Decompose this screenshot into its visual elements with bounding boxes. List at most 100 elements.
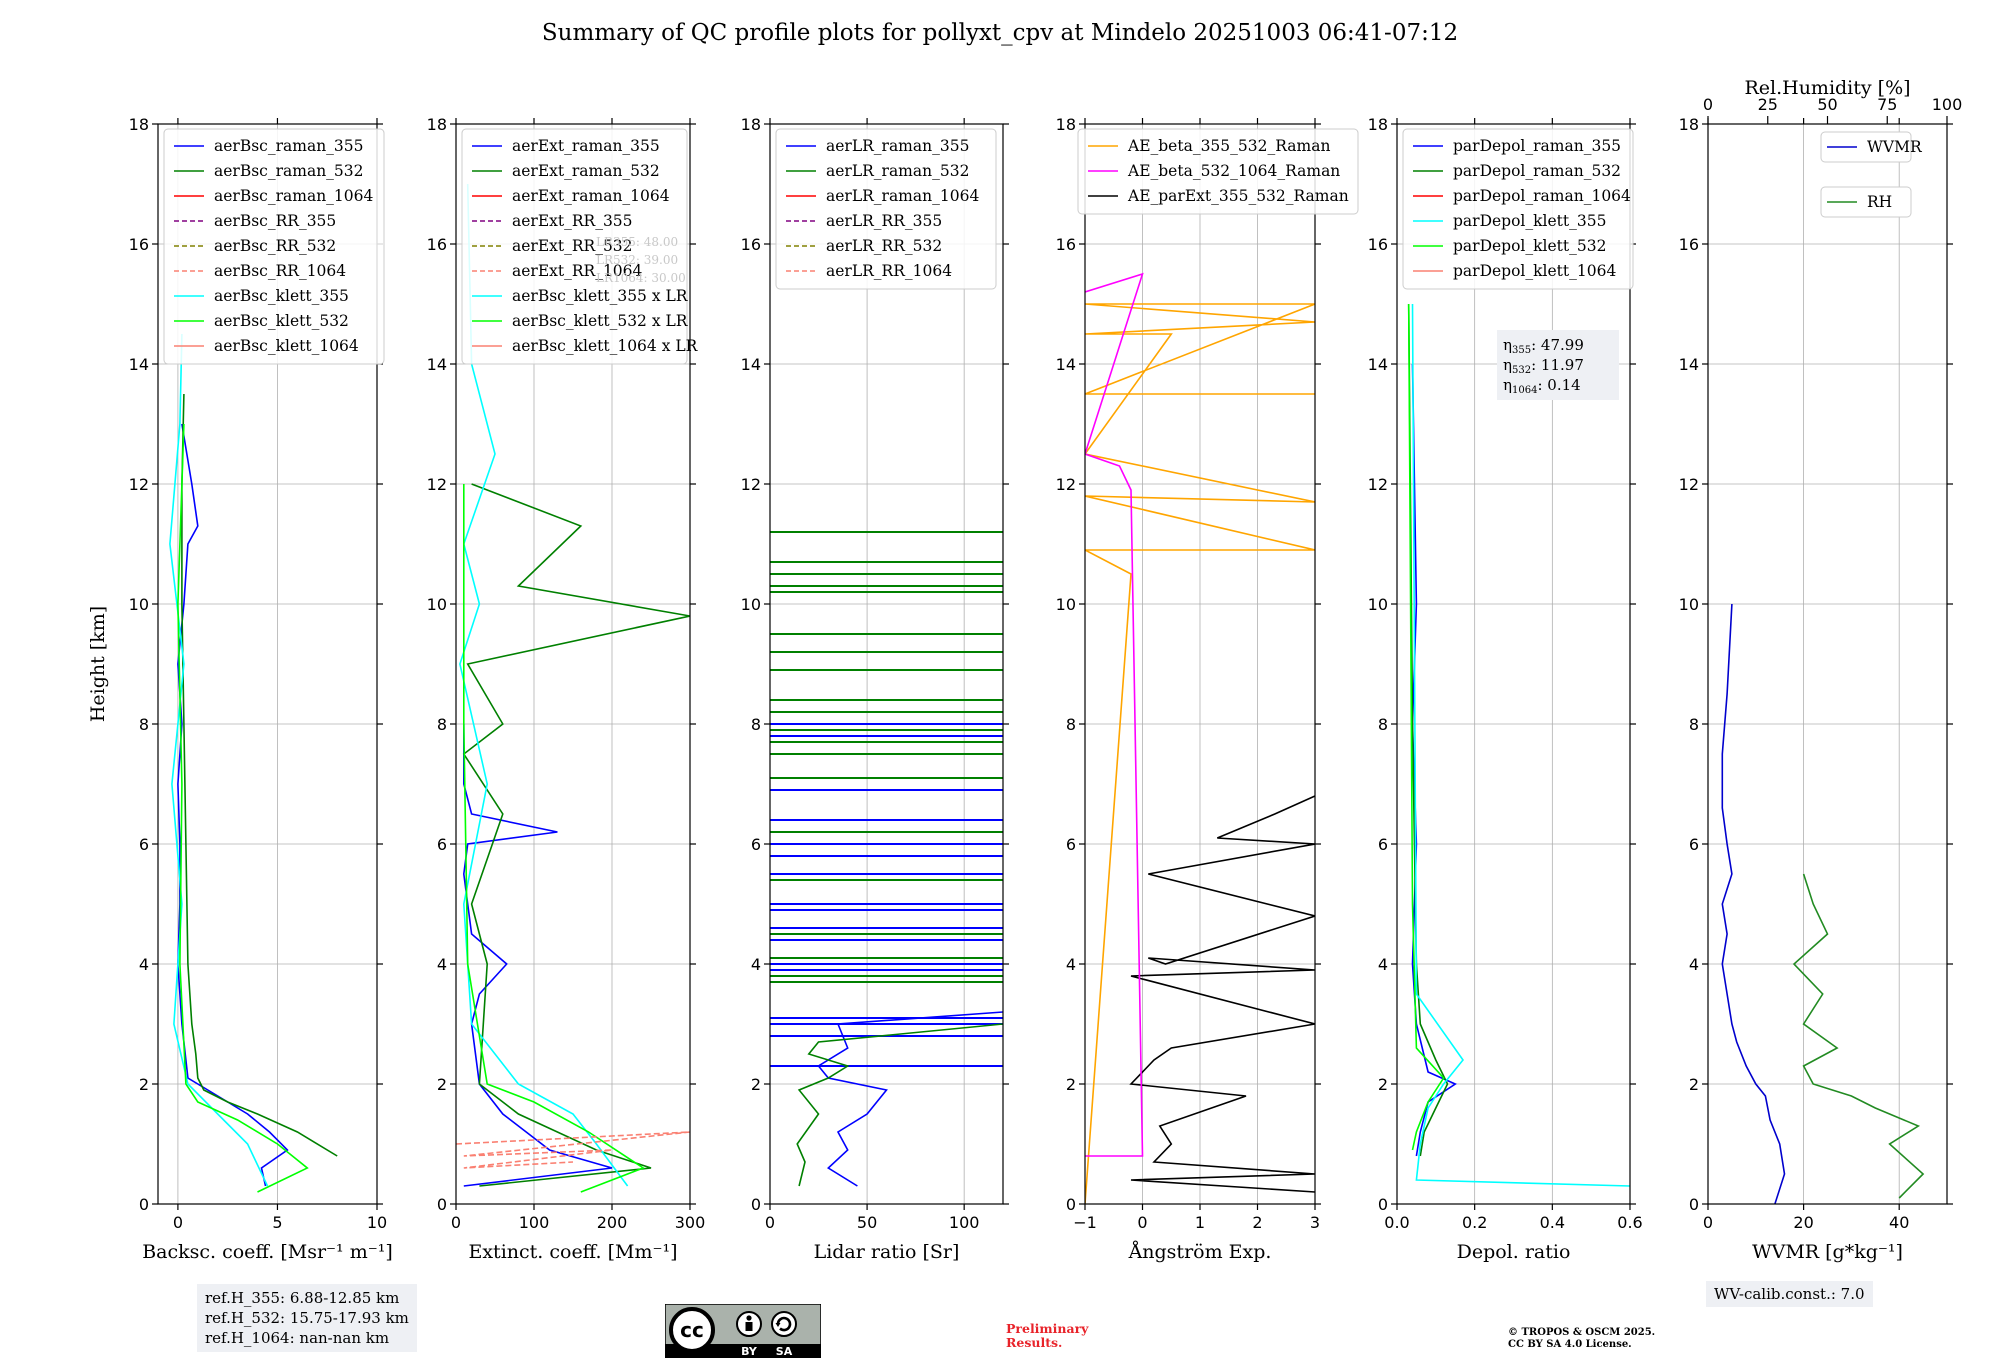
ytick-label: 16 bbox=[741, 235, 761, 254]
preliminary-line-2: Results. bbox=[1006, 1335, 1063, 1350]
top-tick-label: 50 bbox=[1817, 95, 1837, 114]
series-group-wv bbox=[1721, 603, 1925, 1204]
legend-label: aerLR_RR_1064 bbox=[826, 262, 952, 280]
ref-height-532: ref.H_532: 15.75-17.93 km bbox=[205, 1309, 409, 1327]
legend-label: aerExt_RR_532 bbox=[512, 237, 633, 255]
ytick-label: 18 bbox=[129, 115, 149, 134]
cc-license-badge: cc BY SA bbox=[664, 1303, 822, 1359]
ytick-label: 8 bbox=[751, 715, 761, 734]
x-axis-label-dep: Depol. ratio bbox=[1457, 1241, 1571, 1263]
ytick-label: 2 bbox=[751, 1075, 761, 1094]
rh-axis-label: Rel.Humidity [%] bbox=[1744, 77, 1910, 99]
xtick-label: −1 bbox=[1073, 1213, 1097, 1232]
ytick-label: 0 bbox=[437, 1195, 447, 1214]
ytick-label: 4 bbox=[1066, 955, 1076, 974]
ytick-label: 14 bbox=[1056, 355, 1076, 374]
ytick-label: 12 bbox=[741, 475, 761, 494]
panel-dep: 0 2 4 6 8 10 12 14 16 18 0.0 0.2 0.4 0.6 Depol. ratio p… bbox=[1368, 115, 1643, 1263]
legend-label: aerBsc_klett_532 bbox=[214, 312, 349, 330]
x-axis-label-ae: Ångström Exp. bbox=[1128, 1241, 1272, 1263]
legend-label: aerBsc_klett_1064 bbox=[214, 337, 359, 355]
series-AE_beta_532_1064_Raman bbox=[1085, 272, 1144, 1157]
axes-frame-dep bbox=[1396, 123, 1631, 1205]
xtick-label: 40 bbox=[1889, 1213, 1909, 1232]
axes-frame-bsc bbox=[157, 123, 378, 1205]
series-aerBsc_klett_532 bbox=[177, 423, 309, 1193]
top-tick-label: 0 bbox=[1703, 95, 1713, 114]
svg-text:cc: cc bbox=[680, 1318, 704, 1342]
xtick-label: 1 bbox=[1195, 1213, 1205, 1232]
series-group-dep bbox=[1407, 303, 1630, 1187]
ytick-label: 0 bbox=[1689, 1195, 1699, 1214]
lidar-ratio-note: LR355: 48.00 bbox=[596, 235, 678, 249]
series-parDepol_klett_355 bbox=[1411, 303, 1630, 1187]
grid-ae bbox=[1084, 123, 1316, 1205]
legend-label: aerLR_raman_355 bbox=[826, 137, 969, 155]
x-axis-label-lr: Lidar ratio [Sr] bbox=[814, 1241, 960, 1263]
series-WVMR bbox=[1721, 603, 1786, 1204]
panel-ext: 0 2 4 6 8 10 12 14 16 18 0 100 200 300 Extinct. coeff.… bbox=[427, 115, 706, 1263]
share-alike-icon bbox=[771, 1311, 797, 1337]
xtick-label: 0.0 bbox=[1384, 1213, 1409, 1232]
xtick-label: 0 bbox=[173, 1213, 183, 1232]
ytick-label: 2 bbox=[1689, 1075, 1699, 1094]
legend-box-ext bbox=[461, 128, 688, 365]
series-aerBsc_raman_355 bbox=[177, 423, 289, 1187]
legend-label: aerBsc_RR_532 bbox=[214, 237, 336, 255]
ytick-label: 8 bbox=[139, 715, 149, 734]
series-parDepol_raman_532 bbox=[1407, 303, 1449, 1157]
eta-355: η355: 47.99 bbox=[1503, 336, 1584, 356]
ytick-label: 2 bbox=[139, 1075, 149, 1094]
ytick-label: 6 bbox=[1066, 835, 1076, 854]
series-RH bbox=[1792, 873, 1925, 1199]
ytick-label: 10 bbox=[1679, 595, 1699, 614]
series-aerExt_raman_532 bbox=[462, 483, 690, 1187]
ytick-label: 18 bbox=[1368, 115, 1388, 134]
legend-box bbox=[1820, 131, 1912, 163]
x-axis-label-wv: WVMR [g*kg⁻¹] bbox=[1752, 1241, 1903, 1263]
ytick-label: 16 bbox=[427, 235, 447, 254]
series-group-bsc bbox=[169, 333, 338, 1193]
legend-label: parDepol_raman_355 bbox=[1453, 137, 1621, 155]
preliminary-line-1: Preliminary bbox=[1006, 1321, 1089, 1336]
legend-label: AE_parExt_355_532_Raman bbox=[1127, 187, 1349, 205]
legend-box bbox=[1820, 186, 1912, 218]
xtick-label: 0 bbox=[1703, 1213, 1713, 1232]
series-aerExt_RR_1064 bbox=[456, 1131, 690, 1169]
series-AE_beta_355_532_Raman bbox=[1085, 303, 1315, 1204]
series-parDepol_raman_355 bbox=[1411, 363, 1457, 1157]
preliminary-note: Preliminary Results. bbox=[1006, 1322, 1088, 1350]
axes-frame-lr bbox=[769, 123, 1004, 1205]
legend-label: aerLR_RR_355 bbox=[826, 212, 942, 230]
ytick-label: 6 bbox=[1689, 835, 1699, 854]
xtick-label: 100 bbox=[519, 1213, 550, 1232]
xtick-label: 0 bbox=[1137, 1213, 1147, 1232]
ytick-label: 12 bbox=[427, 475, 447, 494]
legend-label: aerBsc_klett_355 x LR bbox=[512, 287, 689, 305]
ytick-label: 16 bbox=[129, 235, 149, 254]
ytick-label: 4 bbox=[751, 955, 761, 974]
legend-label: AE_beta_532_1064_Raman bbox=[1127, 162, 1340, 180]
eta-1064: η1064: 0.14 bbox=[1503, 376, 1581, 396]
ytick-label: 0 bbox=[1378, 1195, 1388, 1214]
ytick-label: 2 bbox=[437, 1075, 447, 1094]
legend-label: parDepol_klett_1064 bbox=[1453, 262, 1616, 280]
ytick-label: 4 bbox=[437, 955, 447, 974]
series-aerBsc_raman_532 bbox=[181, 393, 338, 1157]
ref-height-1064: ref.H_1064: nan-nan km bbox=[205, 1329, 390, 1347]
ytick-label: 6 bbox=[139, 835, 149, 854]
legend-label: aerExt_RR_355 bbox=[512, 212, 633, 230]
top-tick-label: 75 bbox=[1877, 95, 1897, 114]
reference-heights-box: ref.H_355: 6.88-12.85 km ref.H_532: 15.7… bbox=[197, 1284, 417, 1352]
legend-label: aerExt_raman_1064 bbox=[512, 187, 670, 205]
legend-box-ae bbox=[1077, 128, 1359, 215]
copyright-note: © TROPOS & OSCM 2025. CC BY SA 4.0 Licen… bbox=[1508, 1327, 1655, 1351]
ytick-label: 10 bbox=[427, 595, 447, 614]
ytick-label: 0 bbox=[751, 1195, 761, 1214]
legend-label: aerLR_raman_1064 bbox=[826, 187, 979, 205]
xtick-label: 3 bbox=[1310, 1213, 1320, 1232]
top-tick-label: 100 bbox=[1932, 95, 1963, 114]
legend-label: aerExt_raman_355 bbox=[512, 137, 660, 155]
legend-label: aerExt_raman_532 bbox=[512, 162, 660, 180]
